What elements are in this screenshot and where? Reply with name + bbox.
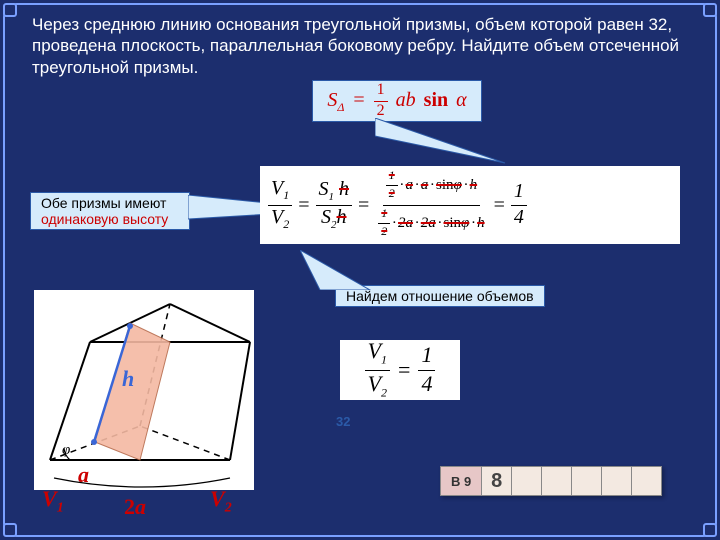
re-V2: V: [368, 371, 381, 396]
eq-ht-n: 1: [386, 168, 398, 186]
answer-cell-0[interactable]: 8: [482, 466, 512, 496]
lv1s: 1: [57, 500, 64, 515]
eq-S1: S: [319, 178, 329, 200]
ratio-equation: V1 V2 = 1 4: [340, 340, 460, 400]
eq-sin2: sin: [444, 215, 462, 231]
eq-h2: h: [337, 206, 347, 228]
formula-ab: ab: [396, 89, 416, 111]
answer-cell-1[interactable]: [512, 466, 542, 496]
eq-V2: V: [271, 206, 283, 228]
formula-S: S: [327, 89, 337, 111]
eq-hb-d: 2: [378, 224, 390, 241]
eq-ht-d: 2: [386, 186, 398, 203]
callout-ratio-text: Найдем отношение объемов: [346, 288, 534, 304]
lv1: V: [42, 486, 57, 511]
re-V2s: 2: [381, 385, 387, 399]
callout-height-red: одинаковую высоту: [41, 211, 168, 227]
eq-qd: 4: [511, 206, 527, 231]
corner-bl: [3, 523, 17, 537]
re-V1: V: [368, 338, 381, 363]
answer-label: В 9: [440, 466, 482, 496]
corner-tl: [3, 3, 17, 17]
answer-cell-3[interactable]: [572, 466, 602, 496]
formula-eq: =: [353, 89, 364, 111]
formula-area-box: SΔ = 1 2 ab sin α: [312, 80, 482, 122]
label-h: h: [122, 366, 134, 392]
formula-delta: Δ: [337, 100, 344, 114]
corner-br: [703, 523, 717, 537]
eq-h4: h: [477, 215, 485, 232]
connector-ratio: [300, 250, 380, 290]
eq-2a2: 2a: [421, 215, 436, 232]
eq-hb-n: 1: [378, 206, 390, 224]
eq-h1: h: [339, 178, 349, 200]
problem-text: Через среднюю линию основания треугольно…: [32, 14, 686, 78]
formula-alpha: α: [456, 89, 467, 111]
callout-height-black: Обе призмы имеют: [41, 195, 166, 211]
answer-row: В 9 8: [440, 466, 662, 496]
formula-sin: sin: [424, 89, 448, 111]
eq-V2s: 2: [283, 217, 289, 231]
main-equation: V1 V2 = S1 h S2h = 12 ·a·a·sinφ·h 12 ·2a…: [260, 166, 680, 244]
answer-cell-2[interactable]: [542, 466, 572, 496]
eq-V1: V: [271, 177, 283, 199]
label-a: a: [78, 462, 89, 488]
prism-diagram: h φ: [34, 290, 254, 490]
re-d: 4: [418, 371, 435, 399]
label-phi: φ: [62, 442, 70, 459]
answer-cell-5[interactable]: [632, 466, 662, 496]
eq-phi1: φ: [454, 177, 462, 193]
l2a: a: [135, 494, 146, 519]
eq-S2: S: [321, 206, 331, 228]
eq-h3: h: [470, 177, 478, 194]
eq-phi2: φ: [461, 215, 469, 231]
re-n: 1: [418, 342, 435, 371]
corner-tr: [703, 3, 717, 17]
label-V2: V2: [210, 486, 232, 516]
label-V1: V1: [42, 486, 64, 516]
number-32: 32: [336, 414, 350, 429]
eq-qn: 1: [511, 180, 527, 206]
lv2s: 2: [225, 500, 232, 515]
eq-V1s: 1: [283, 188, 289, 202]
eq-sin1: sin: [436, 177, 454, 193]
formula-half-n: 1: [374, 81, 388, 102]
eq-a1: a: [406, 177, 414, 194]
eq-a2: a: [421, 177, 429, 194]
callout-height: Обе призмы имеют одинаковую высоту: [30, 192, 190, 230]
eq-2a1: 2a: [398, 215, 413, 232]
prism-svg: [34, 290, 254, 490]
label-2a: 2a: [124, 494, 146, 520]
re-V1s: 1: [381, 353, 387, 367]
lv2: V: [210, 486, 225, 511]
answer-cell-4[interactable]: [602, 466, 632, 496]
